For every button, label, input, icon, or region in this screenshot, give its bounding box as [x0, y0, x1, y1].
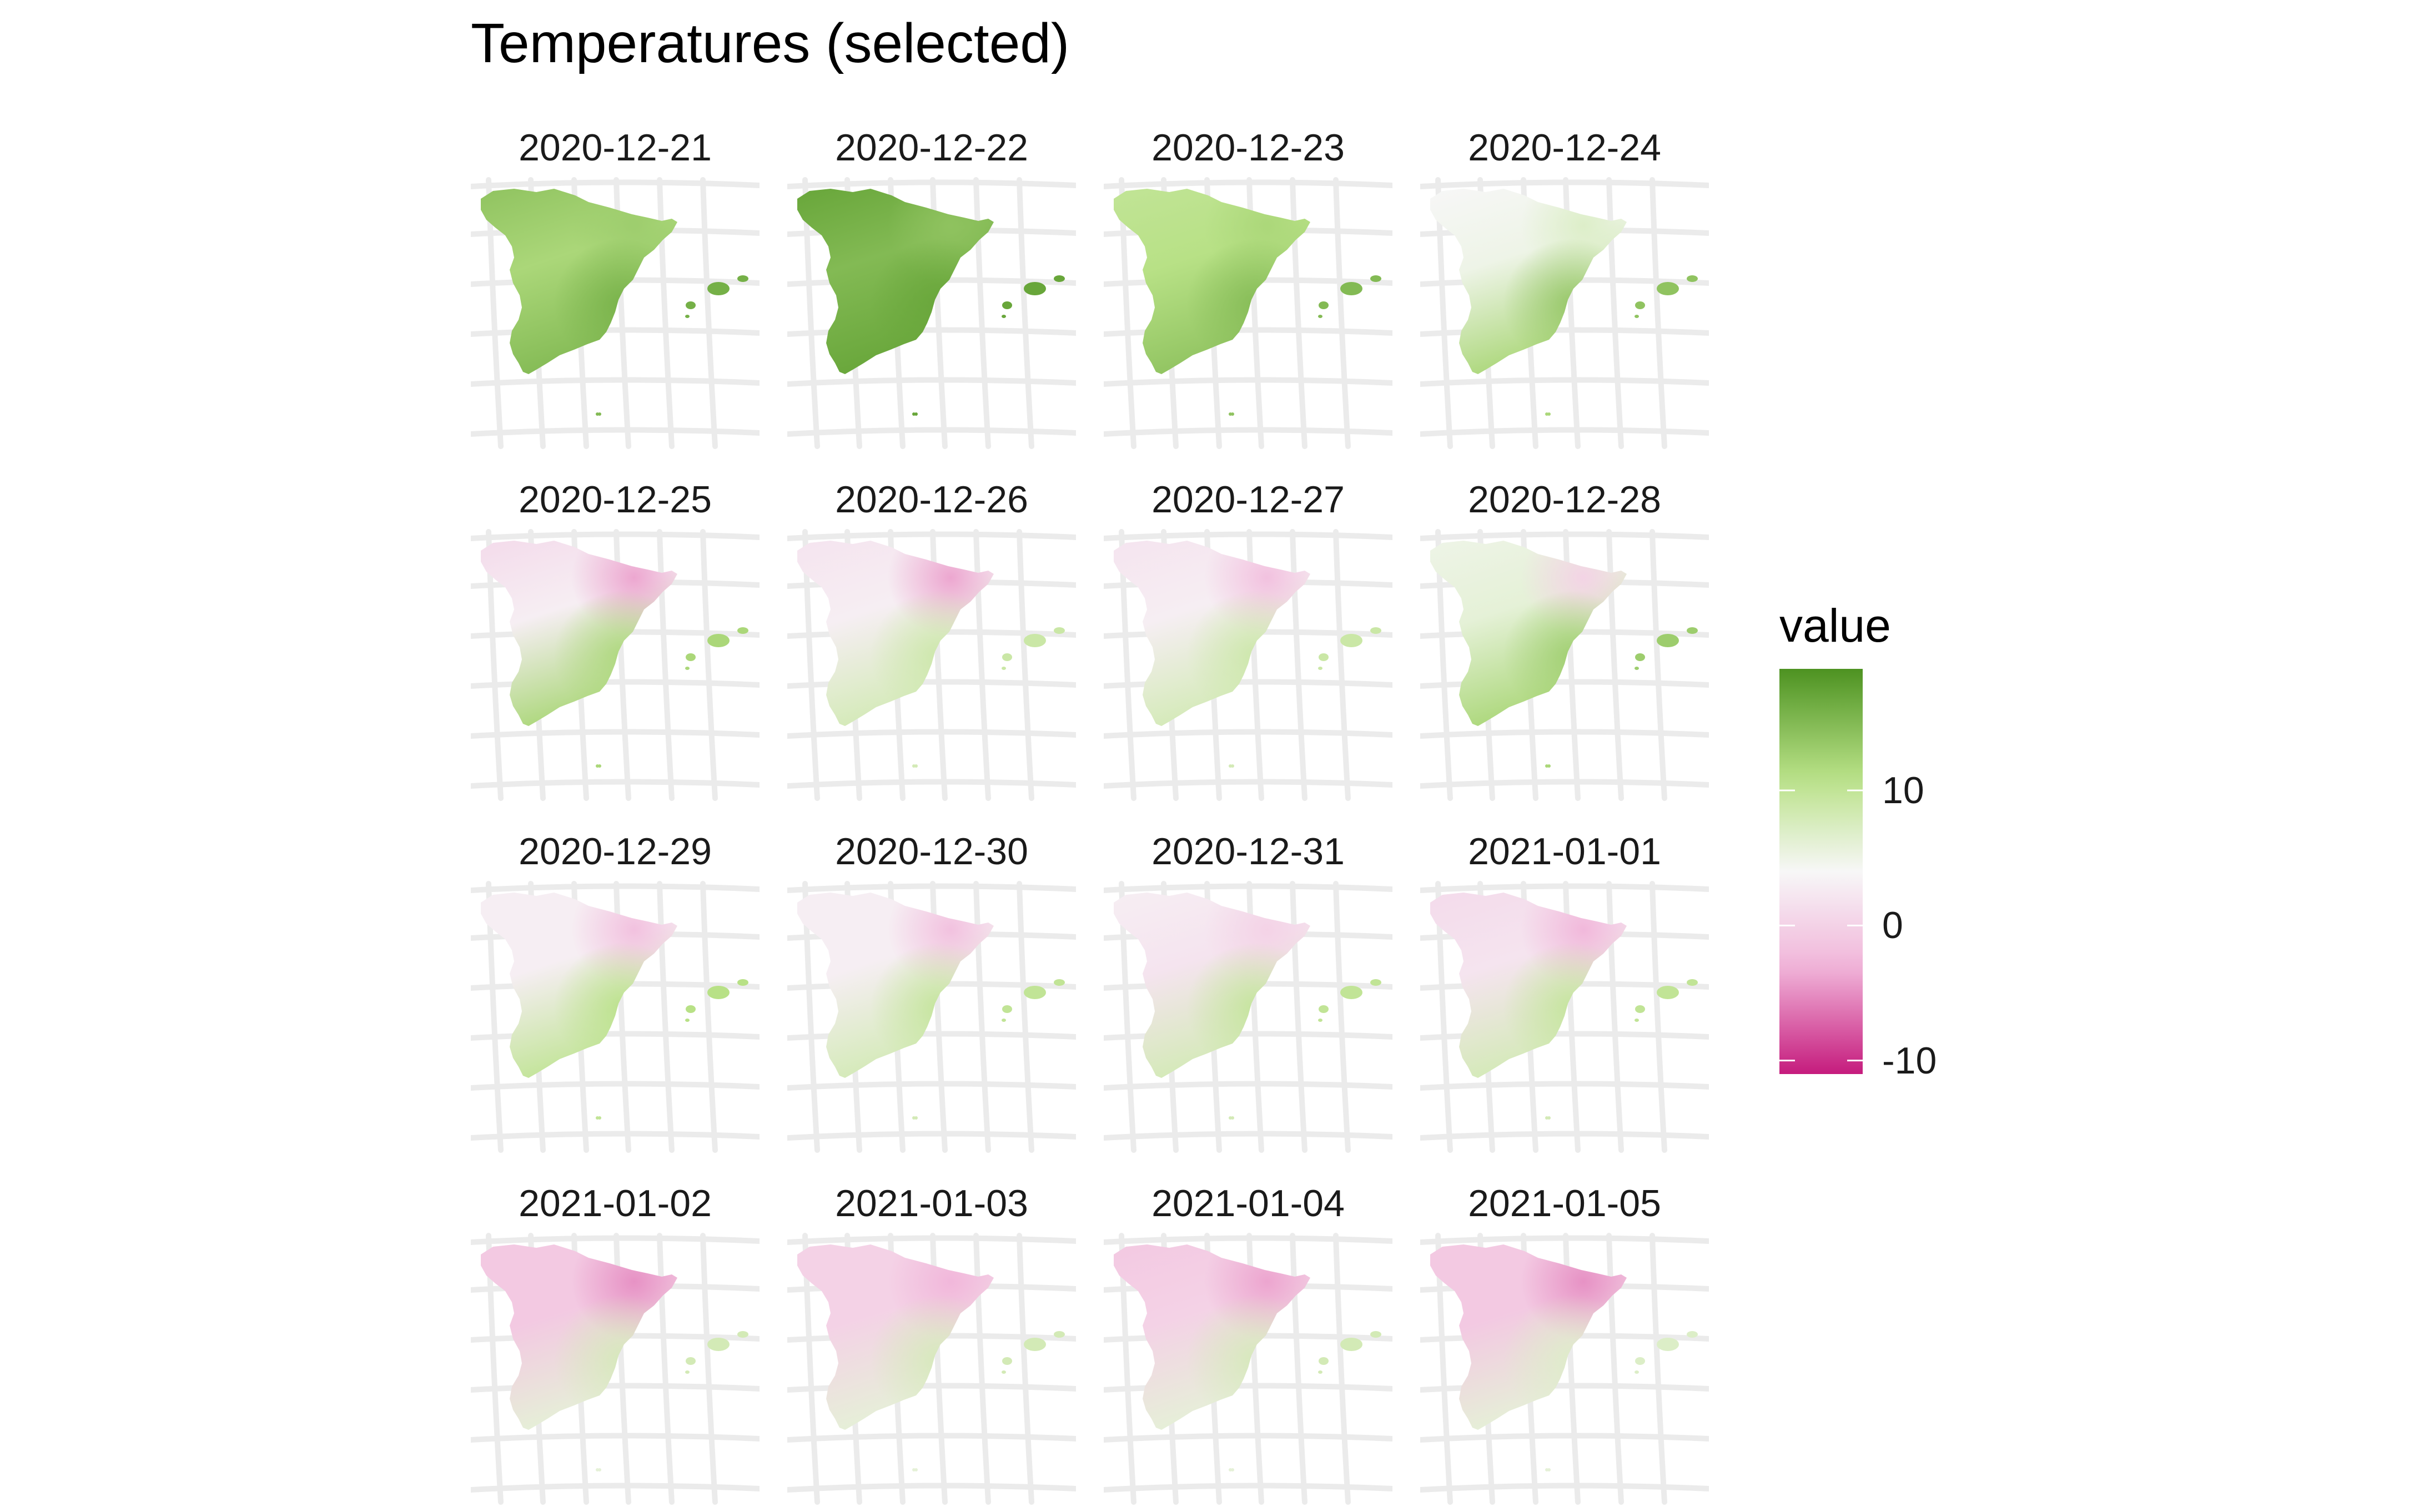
legend-tick-label: 10: [1882, 769, 1924, 812]
panel-date-label: 2020-12-25: [519, 478, 712, 521]
panel-date-label: 2020-12-28: [1468, 478, 1661, 521]
balearic-islands: [1002, 979, 1065, 1022]
map-panel: 2020-12-24: [1420, 129, 1709, 456]
balearic-islands: [685, 275, 748, 318]
map-panel: 2020-12-28: [1420, 481, 1709, 808]
balearic-islands: [1318, 627, 1381, 670]
spain-map: [1104, 1233, 1392, 1505]
map-panel: 2021-01-01: [1420, 833, 1709, 1160]
map-panel: 2020-12-29: [471, 833, 760, 1160]
map-panel: 2020-12-26: [787, 481, 1076, 808]
spain-map: [1104, 529, 1392, 801]
balearic-islands: [1318, 275, 1381, 318]
panel-date-label: 2020-12-23: [1151, 127, 1345, 169]
map-panel: 2020-12-22: [787, 129, 1076, 456]
legend-tick-label: -10: [1882, 1039, 1937, 1082]
map-panel: 2020-12-23: [1104, 129, 1392, 456]
spain-map: [1420, 177, 1709, 449]
spain-map: [787, 177, 1076, 449]
map-panel: 2021-01-02: [471, 1185, 760, 1512]
legend-gradient: [1779, 669, 1863, 1074]
balearic-islands: [1002, 1331, 1065, 1374]
balearic-islands: [1635, 627, 1698, 670]
spain-map: [1420, 881, 1709, 1153]
panel-date-label: 2020-12-27: [1151, 478, 1345, 521]
spain-map: [1104, 881, 1392, 1153]
balearic-islands: [685, 627, 748, 670]
spain-map: [471, 881, 760, 1153]
panel-date-label: 2021-01-01: [1468, 830, 1661, 873]
map-panel: 2020-12-30: [787, 833, 1076, 1160]
balearic-islands: [1635, 1331, 1698, 1374]
spain-map: [1420, 529, 1709, 801]
map-panel: 2020-12-25: [471, 481, 760, 808]
panel-date-label: 2020-12-26: [835, 478, 1028, 521]
panel-date-label: 2020-12-30: [835, 830, 1028, 873]
map-panel: 2021-01-04: [1104, 1185, 1392, 1512]
spain-map: [787, 529, 1076, 801]
chart-title: Temperatures (selected): [471, 12, 1070, 74]
panel-date-label: 2020-12-29: [519, 830, 712, 873]
panel-date-label: 2021-01-05: [1468, 1182, 1661, 1224]
balearic-islands: [1002, 627, 1065, 670]
spain-map: [471, 1233, 760, 1505]
spain-map: [1420, 1233, 1709, 1505]
panel-date-label: 2020-12-22: [835, 127, 1028, 169]
balearic-islands: [685, 979, 748, 1022]
panel-date-label: 2021-01-04: [1151, 1182, 1345, 1224]
panel-date-label: 2021-01-03: [835, 1182, 1028, 1224]
balearic-islands: [1318, 1331, 1381, 1374]
map-panel: 2020-12-27: [1104, 481, 1392, 808]
panel-date-label: 2020-12-21: [519, 127, 712, 169]
panel-date-label: 2020-12-31: [1151, 830, 1345, 873]
balearic-islands: [1002, 275, 1065, 318]
panel-date-label: 2020-12-24: [1468, 127, 1661, 169]
map-panel: 2021-01-05: [1420, 1185, 1709, 1512]
map-panel: 2020-12-21: [471, 129, 760, 456]
balearic-islands: [1318, 979, 1381, 1022]
balearic-islands: [1635, 979, 1698, 1022]
map-panel: 2021-01-03: [787, 1185, 1076, 1512]
balearic-islands: [1635, 275, 1698, 318]
spain-map: [787, 881, 1076, 1153]
balearic-islands: [685, 1331, 748, 1374]
spain-map: [1104, 177, 1392, 449]
map-panel: 2020-12-31: [1104, 833, 1392, 1160]
legend-colorbar: [1779, 669, 1863, 1074]
spain-map: [471, 177, 760, 449]
legend-tick-label: 0: [1882, 904, 1903, 947]
legend-title: value: [1779, 599, 1891, 652]
spain-map: [471, 529, 760, 801]
spain-map: [787, 1233, 1076, 1505]
panel-date-label: 2021-01-02: [519, 1182, 712, 1224]
